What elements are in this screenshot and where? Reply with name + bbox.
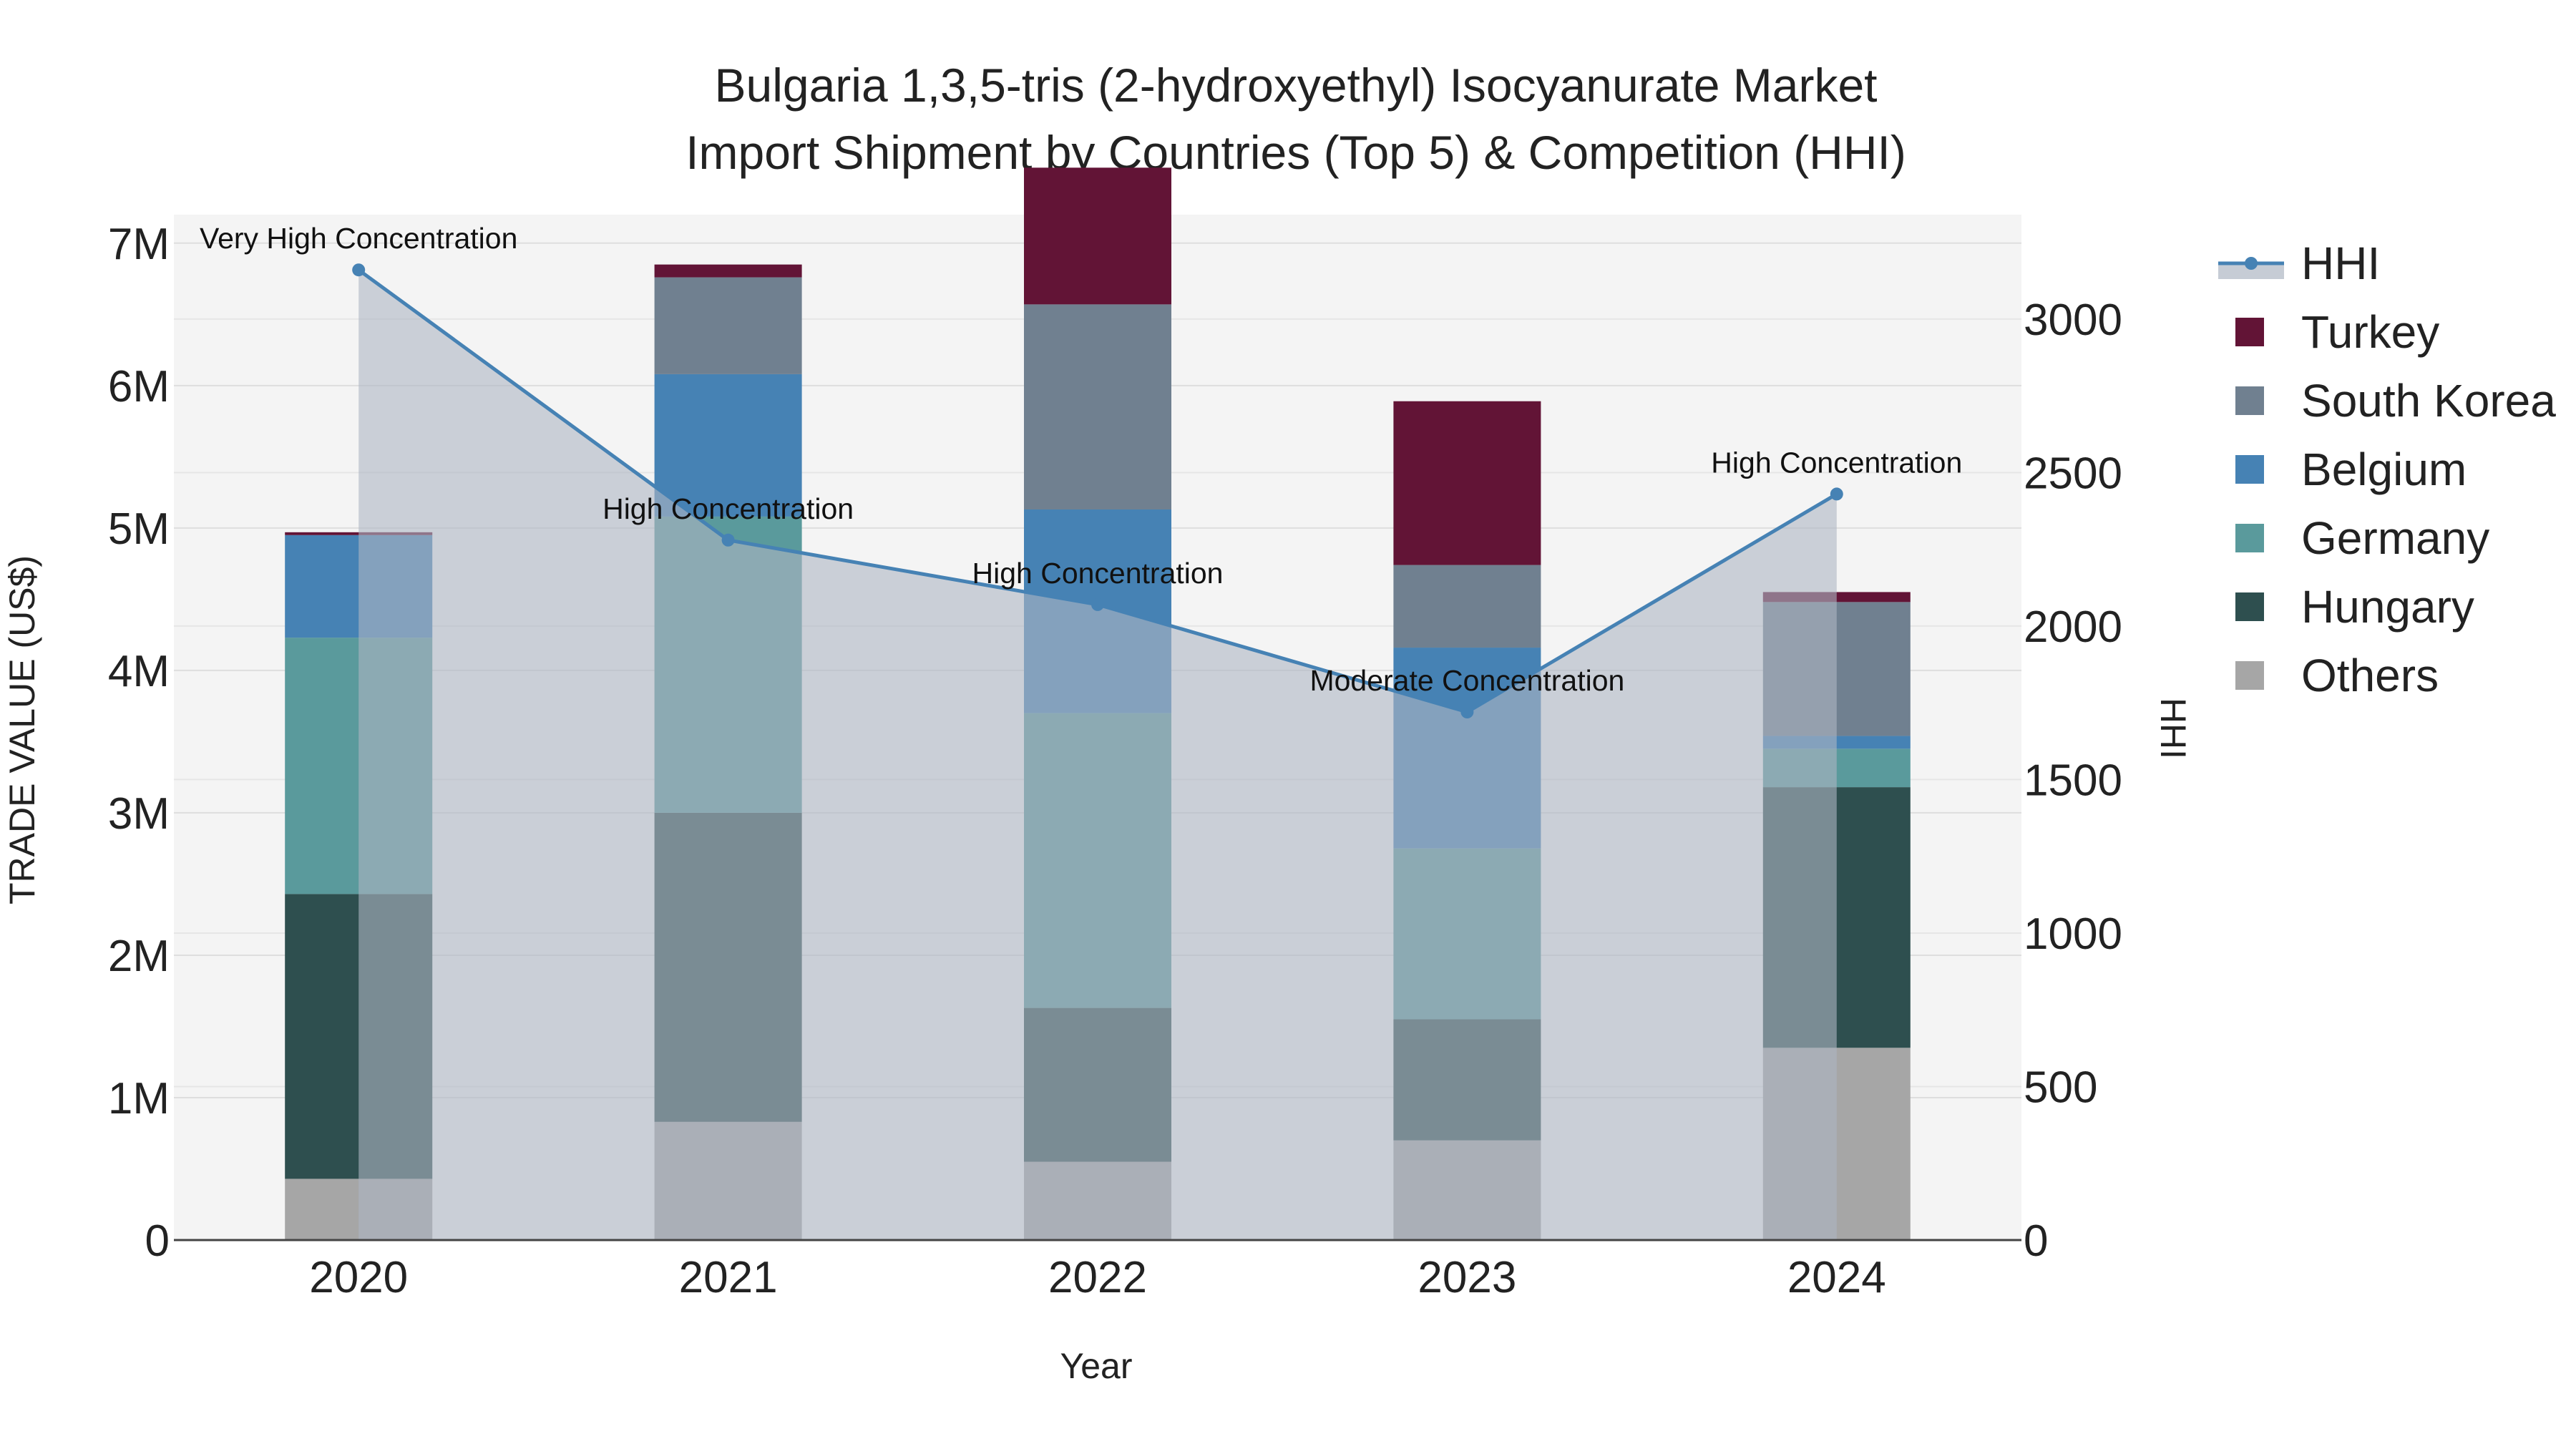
hhi-annotation: High Concentration	[602, 492, 854, 525]
x-tick-label: 2022	[1048, 1253, 1147, 1302]
hhi-point-2021	[721, 533, 735, 547]
y2-tick-label: 1000	[2024, 909, 2122, 959]
hhi-point-2024	[1830, 487, 1843, 501]
bar-turkey-2023	[1393, 401, 1541, 565]
legend-swatch	[2235, 386, 2264, 415]
y2-tick-label: 2000	[2024, 602, 2122, 652]
hhi-annotation: High Concentration	[1711, 446, 1962, 479]
chart-title-line-1: Bulgaria 1,3,5-tris (2-hydroxyethyl) Iso…	[715, 59, 1878, 112]
bar-south-korea-2022	[1024, 304, 1171, 509]
legend-label: South Korea	[2301, 375, 2556, 426]
y2-tick-label: 1500	[2024, 756, 2122, 805]
hhi-annotation: Moderate Concentration	[1309, 664, 1624, 697]
y2-tick-label: 2500	[2024, 449, 2122, 498]
legend-item-germany: Germany	[2235, 512, 2489, 564]
y-tick-label: 7M	[108, 220, 170, 269]
legend-label: Germany	[2301, 512, 2489, 564]
legend-item-others: Others	[2235, 650, 2439, 701]
legend-label: HHI	[2301, 238, 2380, 289]
legend-label: Belgium	[2301, 444, 2467, 495]
legend-item-belgium: Belgium	[2235, 444, 2467, 495]
y2-tick-label: 3000	[2024, 296, 2122, 345]
legend-item-south-korea: South Korea	[2235, 375, 2556, 426]
legend-item-hungary: Hungary	[2235, 581, 2474, 633]
legend-label: Others	[2301, 650, 2439, 701]
x-tick-label: 2020	[309, 1253, 408, 1302]
x-tick-label: 2024	[1787, 1253, 1886, 1302]
x-tick-label: 2021	[679, 1253, 778, 1302]
y2-tick-label: 0	[2024, 1216, 2048, 1266]
y-tick-label: 3M	[108, 789, 170, 839]
hhi-annotation: Very High Concentration	[200, 222, 517, 255]
legend-swatch	[2235, 524, 2264, 552]
legend-label: Hungary	[2301, 581, 2474, 633]
y2-tick-label: 500	[2024, 1063, 2097, 1112]
hhi-point-2020	[352, 263, 366, 277]
hhi-point-2022	[1091, 597, 1104, 611]
y-tick-label: 0	[145, 1216, 170, 1266]
legend-swatch-marker	[2245, 257, 2258, 270]
x-tick-label: 2023	[1418, 1253, 1516, 1302]
bar-turkey-2021	[654, 264, 802, 278]
y-axis-label: TRADE VALUE (US$)	[2, 555, 42, 904]
y-tick-label: 5M	[108, 504, 170, 554]
hhi-area-fill	[358, 270, 1837, 1240]
y-tick-label: 1M	[108, 1074, 170, 1123]
y-tick-label: 2M	[108, 932, 170, 981]
legend-item-hhi: HHI	[2218, 238, 2380, 289]
x-axis-ticks: 2020 2021 2022 2023 2024	[309, 1253, 1886, 1302]
chart-title-line-2: Import Shipment by Countries (Top 5) & C…	[686, 126, 1906, 179]
legend-swatch	[2235, 592, 2264, 621]
legend-swatch	[2235, 661, 2264, 690]
hhi-annotation: High Concentration	[972, 557, 1224, 590]
y-tick-label: 4M	[108, 647, 170, 696]
hhi-line	[352, 263, 1843, 719]
y-tick-label: 6M	[108, 362, 170, 411]
bar-belgium-2021	[654, 374, 802, 517]
y2-axis-ticks: 0 500 1000 1500 2000 2500 3000	[2024, 296, 2122, 1266]
bar-south-korea-2023	[1393, 565, 1541, 648]
legend-item-turkey: Turkey	[2235, 306, 2439, 358]
x-axis-label: Year	[1060, 1346, 1132, 1386]
hhi-annotations: Very High Concentration High Concentratio…	[200, 222, 1962, 697]
legend: HHI Turkey South Korea Belgium Germany Hungar…	[2218, 238, 2556, 701]
hhi-area	[358, 270, 1837, 1240]
hhi-point-2023	[1460, 706, 1474, 719]
y-axis-ticks: 0 1M 2M 3M 4M 5M 6M 7M	[108, 220, 170, 1266]
y2-axis-label: HHI	[2153, 698, 2193, 759]
legend-swatch	[2235, 318, 2264, 346]
legend-label: Turkey	[2301, 306, 2439, 358]
bar-south-korea-2021	[654, 277, 802, 374]
bar-turkey-2022	[1024, 167, 1171, 305]
legend-swatch-area	[2218, 263, 2284, 279]
legend-swatch	[2235, 455, 2264, 484]
